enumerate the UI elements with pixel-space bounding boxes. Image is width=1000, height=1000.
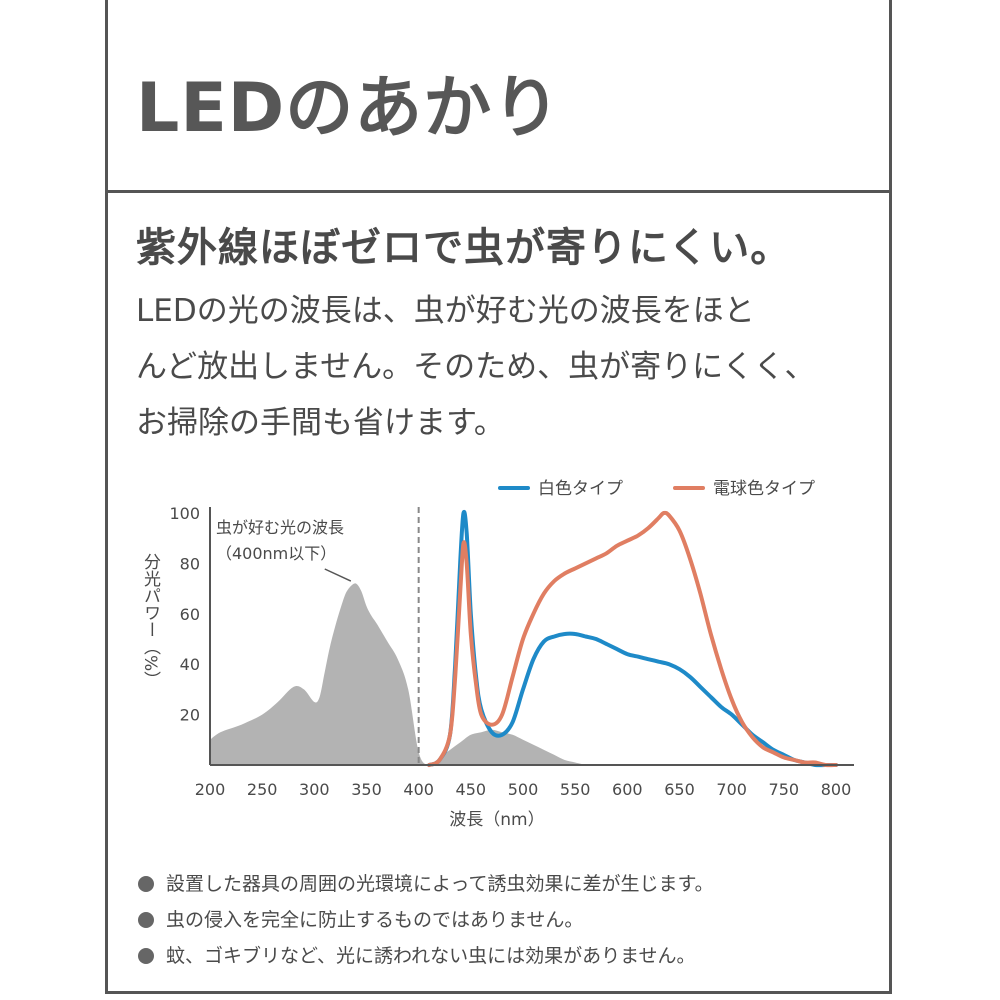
note-item: 設置した器具の周囲の光環境によって誘虫効果に差が生じます。 [138,866,883,902]
x-tick-label: 500 [508,780,539,799]
y-tick-label: 100 [169,504,200,523]
x-tick-label: 400 [403,780,434,799]
body-line: お掃除の手間も省けます。 [136,405,505,441]
x-tick-label: 550 [560,780,591,799]
x-tick-label: 600 [612,780,643,799]
bullet-icon [138,912,154,928]
x-tick-label: 450 [456,780,487,799]
x-tick-label: 350 [351,780,382,799]
bullet-icon [138,948,154,964]
insect-label-pointer [324,568,352,582]
headline: 紫外線ほぼゼロで虫が寄りにくい。 [136,225,792,271]
panel-frame: LEDのあかり 紫外線ほぼゼロで虫が寄りにくい。 LEDの光の波長は、虫が好む光… [105,0,892,994]
notes-list: 設置した器具の周囲の光環境によって誘虫効果に差が生じます。 虫の侵入を完全に防止… [138,866,883,974]
insect-wavelength-area [210,583,586,766]
y-axis-label: 分光パワー（%） [140,553,161,688]
x-tick-label: 300 [299,780,330,799]
note-item: 虫の侵入を完全に防止するものではありません。 [138,902,883,938]
x-tick-label: 250 [247,780,278,799]
body-line: LEDの光の波長は、虫が好む光の波長をほと [136,293,755,329]
note-text: 設置した器具の周囲の光環境によって誘虫効果に差が生じます。 [166,873,714,895]
x-axis-label: 波長（nm） [449,810,544,830]
series-line-2 [427,510,838,768]
page-title: LEDのあかり [136,69,562,148]
bullet-icon [138,876,154,892]
legend-label-2: 電球色タイプ [713,479,815,499]
spectral-chart: 200 250 300 350 400 450 500 550 600 650 700 750 800 2… [140,479,854,830]
insect-region-label: 虫が好む光の波長 [216,518,344,537]
y-tick-label: 20 [180,706,200,725]
x-tick-label: 800 [821,780,852,799]
note-text: 蚊、ゴキブリなど、光に誘われない虫には効果がありません。 [166,945,696,967]
y-tick-label: 80 [180,554,200,573]
body-paragraph: LEDの光の波長は、虫が好む光の波長をほと んど放出しません。そのため、虫が寄り… [136,283,876,451]
y-tick-label: 40 [180,655,200,674]
title-divider [108,190,889,193]
body-line: んど放出しません。そのため、虫が寄りにくく、 [136,349,816,385]
x-tick-label: 750 [769,780,800,799]
y-tick-label: 60 [180,605,200,624]
insect-region-label: （400nm以下） [216,544,336,563]
note-text: 虫の侵入を完全に防止するものではありません。 [166,909,584,931]
x-tick-label: 650 [664,780,695,799]
x-tick-label: 700 [716,780,747,799]
legend-label-1: 白色タイプ [538,479,623,499]
note-item: 蚊、ゴキブリなど、光に誘われない虫には効果がありません。 [138,938,883,974]
series-line-1 [427,509,838,768]
x-tick-label: 200 [195,780,226,799]
